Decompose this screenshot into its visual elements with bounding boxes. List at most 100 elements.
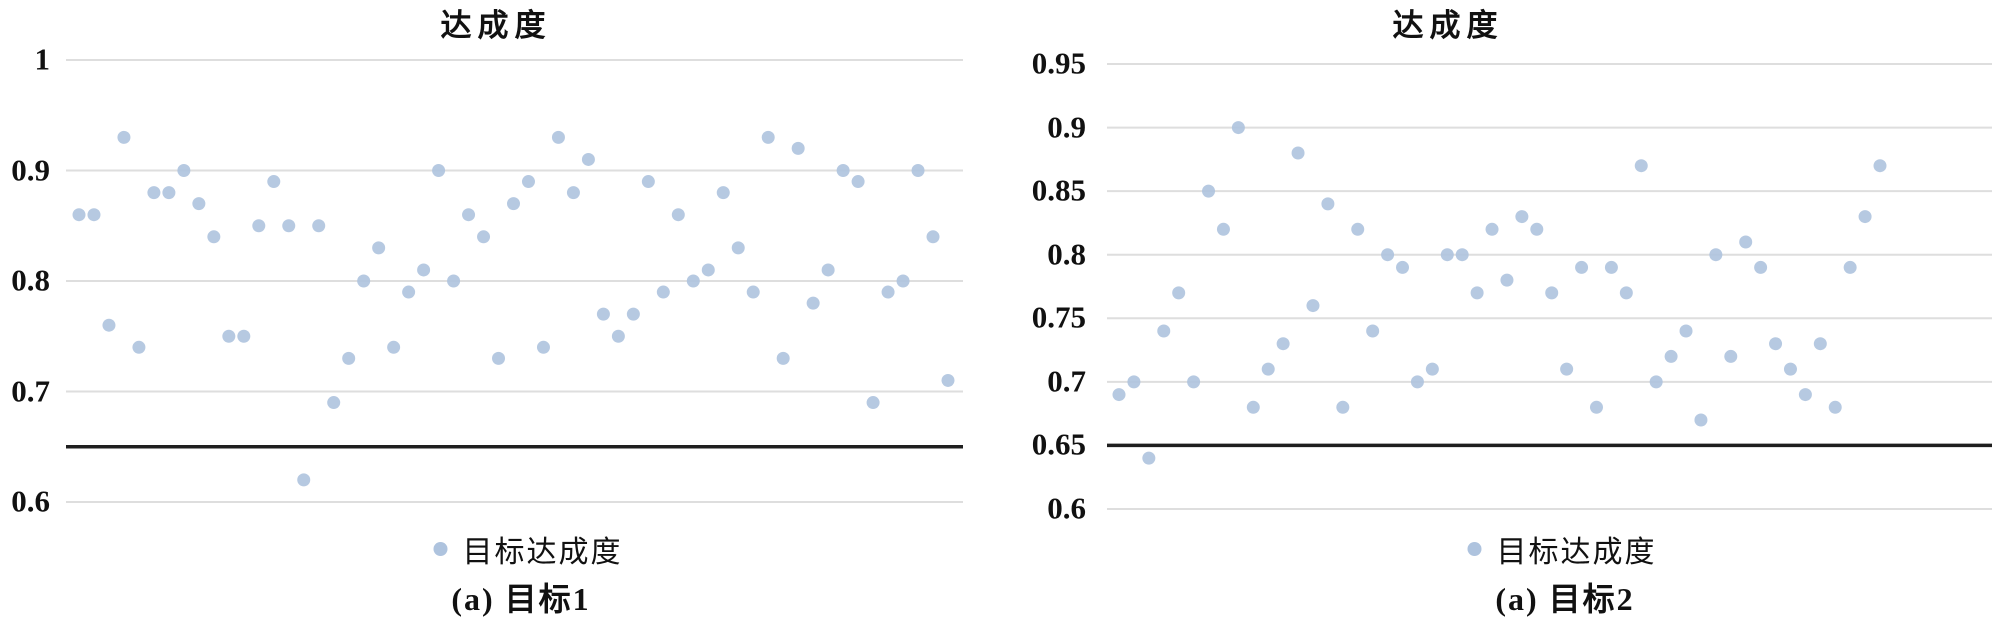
data-point xyxy=(477,230,491,244)
data-point xyxy=(282,219,296,233)
data-point xyxy=(1261,362,1275,376)
data-point xyxy=(1202,184,1216,198)
data-point xyxy=(596,307,610,321)
data-point xyxy=(402,285,416,299)
data-point xyxy=(1664,349,1678,363)
data-point xyxy=(671,208,685,222)
data-point xyxy=(1843,260,1857,274)
data-point xyxy=(1679,324,1693,338)
data-point xyxy=(776,351,790,365)
y-tick-label: 0.75 xyxy=(1031,299,1086,335)
legend-marker-icon xyxy=(1467,542,1482,556)
data-point xyxy=(1336,400,1350,414)
data-point xyxy=(417,263,431,277)
y-tick-label: 0.95 xyxy=(1031,45,1086,81)
legend-label: 目标达成度 xyxy=(462,536,623,569)
y-tick-label: 1 xyxy=(34,41,51,77)
data-point xyxy=(1619,286,1633,300)
y-tick-label: 0.6 xyxy=(11,483,50,519)
data-point xyxy=(1634,159,1648,173)
data-point xyxy=(297,473,311,487)
data-point xyxy=(1739,235,1753,249)
data-point xyxy=(1231,121,1245,135)
data-point xyxy=(941,373,955,387)
data-point xyxy=(1754,260,1768,274)
data-point xyxy=(761,130,775,144)
data-point xyxy=(147,186,161,200)
data-point xyxy=(432,164,446,177)
data-point xyxy=(1709,248,1723,262)
data-point xyxy=(1485,222,1499,236)
data-point xyxy=(1366,324,1380,338)
data-point xyxy=(731,241,745,255)
data-point xyxy=(162,186,176,200)
data-point xyxy=(1396,260,1410,274)
data-point xyxy=(1142,451,1156,465)
data-point xyxy=(1560,362,1574,376)
data-point xyxy=(222,329,236,343)
data-point xyxy=(1470,286,1484,300)
data-point xyxy=(1828,400,1842,414)
data-point xyxy=(492,351,506,365)
data-point xyxy=(1724,349,1738,363)
data-point xyxy=(1500,273,1514,287)
data-point xyxy=(1694,413,1708,427)
data-point xyxy=(1604,260,1618,274)
data-point xyxy=(102,318,116,332)
data-point xyxy=(462,208,476,222)
data-point xyxy=(177,164,191,177)
y-tick-label: 0.7 xyxy=(1047,363,1086,399)
data-point xyxy=(207,230,221,244)
data-point xyxy=(1276,337,1290,351)
data-point xyxy=(581,152,595,166)
data-point xyxy=(1172,286,1186,300)
data-point xyxy=(1769,337,1783,351)
data-point xyxy=(926,230,940,244)
data-point xyxy=(1455,248,1469,262)
caption: (a) 目标1 xyxy=(451,581,591,617)
data-point xyxy=(1589,400,1603,414)
data-point xyxy=(447,274,461,288)
y-tick-label: 0.7 xyxy=(11,372,50,408)
data-point xyxy=(716,186,730,200)
y-tick-label: 0.85 xyxy=(1031,172,1086,208)
data-point xyxy=(1649,375,1663,389)
data-point xyxy=(806,296,820,310)
data-point xyxy=(1858,210,1872,224)
data-point xyxy=(746,285,760,299)
data-point xyxy=(1873,159,1887,173)
data-point xyxy=(342,351,356,365)
data-point xyxy=(626,307,640,321)
data-point xyxy=(1425,362,1439,376)
data-point xyxy=(1783,362,1797,376)
data-point xyxy=(551,130,565,144)
chart-title: 达成度 xyxy=(440,8,552,43)
data-point xyxy=(1545,286,1559,300)
y-tick-label: 0.8 xyxy=(11,262,50,298)
data-point xyxy=(656,285,670,299)
data-point xyxy=(1127,375,1141,389)
data-point xyxy=(357,274,371,288)
data-point xyxy=(851,175,865,189)
data-point xyxy=(896,274,910,288)
data-point xyxy=(821,263,835,277)
data-point xyxy=(87,208,101,222)
data-point xyxy=(881,285,895,299)
legend: 目标达成度 xyxy=(433,527,623,571)
data-point xyxy=(866,396,880,410)
data-point xyxy=(327,396,341,410)
data-point xyxy=(911,164,925,177)
chart-title: 达成度 xyxy=(1392,8,1504,43)
y-tick-label: 0.8 xyxy=(1047,235,1086,271)
data-point xyxy=(1813,337,1827,351)
data-point xyxy=(312,219,326,233)
y-tick-label: 0.9 xyxy=(11,151,50,187)
data-point xyxy=(1246,400,1260,414)
y-tick-label: 0.6 xyxy=(1047,490,1086,526)
data-point xyxy=(686,274,700,288)
data-point xyxy=(1440,248,1454,262)
legend: 目标达成度 xyxy=(1467,527,1657,571)
data-point xyxy=(192,197,206,211)
